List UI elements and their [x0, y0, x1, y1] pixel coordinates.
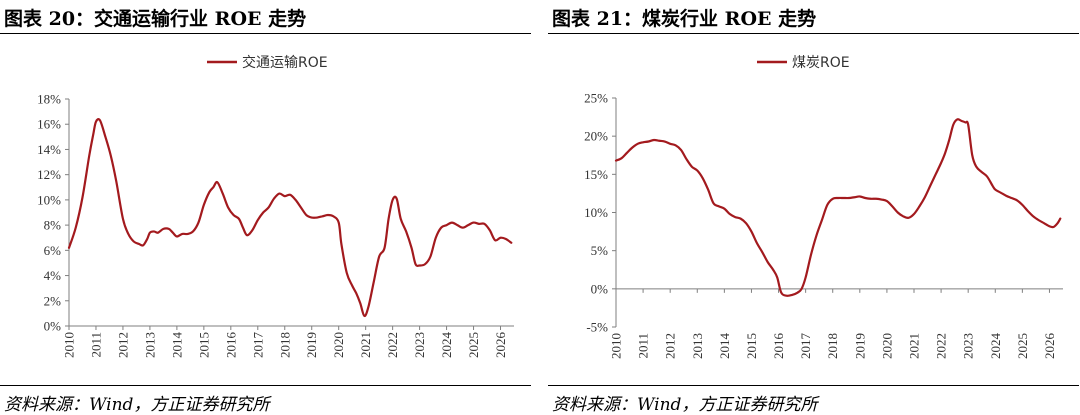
x-tick-label: 2023	[412, 332, 427, 358]
y-tick-label: 20%	[584, 129, 608, 144]
figure-title: 图表 20：交通运输行业 ROE 走势	[4, 8, 307, 30]
y-tick-label: 10%	[584, 205, 608, 220]
y-tick-label: 5%	[591, 243, 609, 258]
series-line	[614, 118, 1062, 297]
x-tick-label: 2010	[609, 333, 624, 359]
x-tick-label: 2018	[277, 332, 292, 358]
legend-label: 煤炭ROE	[792, 55, 850, 71]
source-rule	[548, 385, 1079, 386]
x-tick-label: 2014	[717, 333, 732, 360]
x-tick-label: 2019	[304, 332, 319, 358]
x-tick-label: 2016	[223, 332, 238, 359]
y-tick-label: 18%	[37, 92, 61, 107]
x-tick-label: 2024	[988, 333, 1003, 360]
x-tick-label: 2010	[62, 332, 77, 358]
legend-label: 交通运输ROE	[242, 54, 328, 71]
x-tick-label: 2012	[115, 332, 130, 358]
x-tick-label: 2014	[169, 332, 184, 359]
y-tick-label: 4%	[44, 268, 62, 283]
x-tick-label: 2015	[196, 332, 211, 358]
x-tick-label: 2026	[1042, 333, 1057, 360]
title-rule	[548, 33, 1079, 34]
x-tick-label: 2020	[879, 333, 894, 359]
x-tick-label: 2017	[250, 332, 265, 359]
chart-panel-coal: 图表 21：煤炭行业 ROE 走势 煤炭ROE -5% 0% 5% 10% 15% 20% 2…	[548, 0, 1079, 415]
x-tick-label: 2011	[636, 333, 651, 359]
x-tick-label: 2013	[142, 332, 157, 358]
y-tick-label: 8%	[44, 218, 62, 233]
x-tick-label: 2015	[744, 333, 759, 359]
x-tick-label: 2023	[961, 333, 976, 359]
x-tick-label: 2019	[852, 333, 867, 359]
y-tick-label: 15%	[584, 167, 608, 182]
x-tick-label: 2021	[907, 333, 922, 359]
x-tick-label: 2017	[798, 333, 813, 360]
x-tick-label: 2011	[88, 332, 103, 358]
x-tick-label: 2022	[934, 333, 949, 359]
y-tick-label: 25%	[584, 91, 608, 106]
y-tick-label: 2%	[44, 293, 62, 308]
y-tick-label: 16%	[37, 117, 61, 132]
x-tick-label: 2012	[663, 333, 678, 359]
x-tick-label: 2025	[1015, 333, 1030, 359]
line-chart-coal-roe: 煤炭ROE -5% 0% 5% 10% 15% 20% 25% 2010 2011 2012 2013…	[584, 55, 1063, 360]
y-tick-label: 10%	[37, 192, 61, 207]
source-rule	[0, 385, 531, 386]
source-note: 资料来源：Wind，方正证券研究所	[4, 395, 270, 415]
x-tick-label: 2018	[825, 333, 840, 359]
y-tick-label: 14%	[37, 142, 61, 157]
series-line	[67, 118, 513, 318]
source-note: 资料来源：Wind，方正证券研究所	[552, 395, 818, 415]
y-tick-label: 12%	[37, 167, 61, 182]
figure-title: 图表 21：煤炭行业 ROE 走势	[552, 8, 817, 30]
x-tick-label: 2025	[466, 332, 481, 358]
y-tick-label: -5%	[586, 320, 608, 335]
x-tick-label: 2013	[690, 333, 705, 359]
x-tick-label: 2022	[385, 332, 400, 358]
chart-panel-transport: 图表 20：交通运输行业 ROE 走势 交通运输ROE 0% 2% 4% 6% 8% 10%…	[0, 0, 531, 415]
y-tick-label: 0%	[44, 319, 62, 334]
title-rule	[0, 33, 531, 34]
x-tick-label: 2020	[331, 332, 346, 358]
line-chart-transport-roe: 交通运输ROE 0% 2% 4% 6% 8% 10% 12% 14% 16% 18% 2010 2011…	[37, 54, 514, 359]
x-tick-label: 2024	[439, 332, 454, 359]
x-tick-label: 2026	[493, 332, 508, 359]
x-tick-label: 2021	[358, 332, 373, 358]
y-tick-label: 6%	[44, 243, 62, 258]
x-tick-label: 2016	[771, 333, 786, 360]
y-tick-label: 0%	[591, 281, 609, 296]
